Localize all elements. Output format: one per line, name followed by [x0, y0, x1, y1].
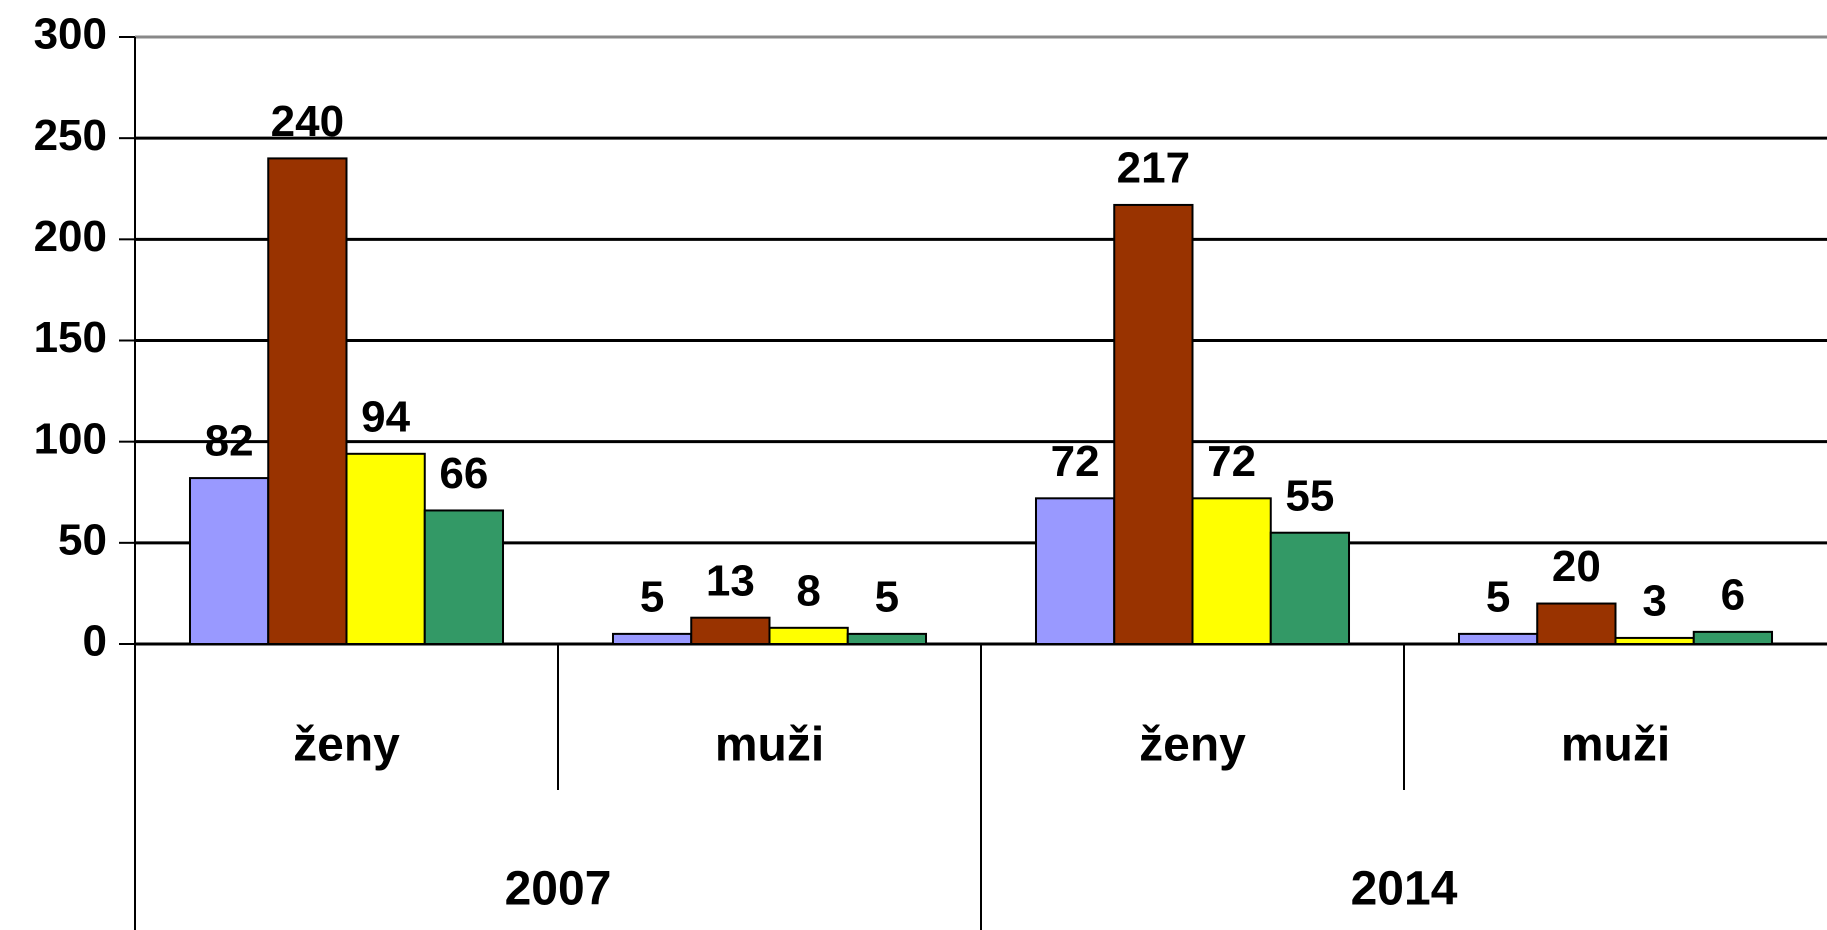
bar	[188, 477, 270, 645]
bar	[690, 616, 771, 645]
data-label: 5	[875, 573, 899, 622]
data-label: 94	[361, 392, 410, 441]
data-label: 82	[205, 417, 254, 466]
bar	[1034, 497, 1116, 645]
bar	[423, 509, 505, 645]
data-label: 8	[796, 566, 820, 615]
data-label: 3	[1642, 577, 1666, 626]
data-label: 240	[271, 97, 344, 146]
y-tick-label: 200	[34, 212, 107, 261]
bar	[1191, 497, 1272, 645]
bar	[611, 632, 693, 646]
x-tick-label: ženy	[293, 719, 400, 772]
y-tick-label: 0	[83, 617, 107, 666]
bar	[846, 632, 928, 646]
data-label: 72	[1051, 437, 1100, 486]
bar	[1536, 602, 1617, 645]
data-label: 6	[1721, 570, 1745, 619]
bar	[768, 626, 849, 646]
x-tick-label: ženy	[1139, 719, 1246, 772]
y-tick-label: 150	[34, 313, 107, 362]
bar	[1457, 632, 1539, 646]
data-label: 5	[1486, 573, 1510, 622]
x-tick-label: muži	[1561, 719, 1670, 772]
data-label: 13	[706, 556, 755, 605]
data-label: 72	[1207, 437, 1256, 486]
y-tick-label: 250	[34, 111, 107, 160]
data-label: 217	[1117, 144, 1190, 193]
y-tick-label: 50	[58, 515, 107, 564]
group-label: 2014	[1351, 863, 1458, 916]
group-label: 2007	[505, 863, 612, 916]
bar	[267, 157, 348, 645]
data-label: 66	[439, 449, 488, 498]
bar	[1269, 531, 1351, 646]
y-tick-label: 100	[34, 414, 107, 463]
data-label: 5	[640, 573, 664, 622]
y-tick-label: 300	[34, 10, 107, 59]
x-tick-label: muži	[715, 719, 824, 772]
bar	[1692, 630, 1774, 645]
bar	[1113, 203, 1194, 645]
data-label: 55	[1285, 471, 1334, 520]
bar	[345, 452, 426, 645]
bar	[1614, 636, 1695, 645]
data-label: 20	[1552, 542, 1601, 591]
